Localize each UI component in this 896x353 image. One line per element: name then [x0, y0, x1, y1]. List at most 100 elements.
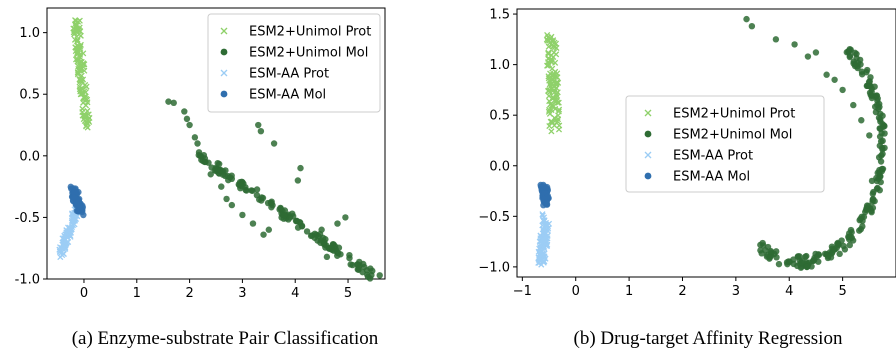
- esm-aa-prot-point: [537, 244, 544, 251]
- esm2-unimol-prot-point: [552, 73, 559, 80]
- legend-item: ESM-AA Prot: [220, 67, 329, 82]
- esm-aa-prot-point: [62, 245, 69, 252]
- esm2-unimol-mol-point: [846, 241, 853, 249]
- esm2-unimol-mol-point: [334, 220, 341, 227]
- esm-aa-prot-point: [536, 259, 543, 266]
- y-tick-label: 1.0: [489, 58, 510, 73]
- esm2-unimol-mol-point: [846, 52, 854, 60]
- esm2-unimol-mol-point: [785, 258, 792, 265]
- esm2-unimol-mol-point: [869, 204, 877, 212]
- esm2-unimol-mol-point: [815, 251, 823, 259]
- esm2-unimol-prot-point: [72, 56, 80, 63]
- esm2-unimol-prot-point: [548, 106, 555, 114]
- esm2-unimol-mol-point: [766, 254, 774, 261]
- esm2-unimol-prot-point: [546, 122, 553, 130]
- esm2-unimol-prot-point: [555, 112, 562, 119]
- esm2-unimol-mol-point: [226, 174, 234, 181]
- esm2-unimol-mol-point: [328, 245, 336, 252]
- esm2-unimol-mol-point: [772, 36, 780, 43]
- x-tick-label: 4: [785, 284, 793, 299]
- esm-aa-prot-point: [60, 239, 67, 246]
- esm2-unimol-mol-point: [850, 60, 857, 67]
- esm-aa-prot-point: [539, 211, 546, 218]
- x-tick-label: 0: [572, 284, 580, 299]
- esm2-unimol-prot-point: [548, 52, 555, 59]
- esm2-unimol-prot-point: [74, 71, 82, 78]
- esm2-unimol-prot-point: [554, 89, 561, 96]
- x-tick-label: 3: [732, 284, 740, 299]
- esm2-unimol-mol-point: [248, 187, 255, 194]
- esm2-unimol-mol-point: [791, 41, 798, 48]
- esm2-unimol-mol-point: [249, 220, 257, 227]
- x-tick-label: 5: [838, 284, 846, 299]
- esm2-unimol-prot-point: [553, 44, 560, 52]
- esm2-unimol-prot-point: [72, 27, 79, 34]
- legend-label: ESM-AA Mol: [249, 88, 326, 103]
- legend-item: ESM-AA Mol: [220, 88, 326, 103]
- esm2-unimol-prot-point: [549, 119, 556, 126]
- esm-aa-prot-point: [540, 226, 547, 233]
- esm2-unimol-mol-point: [215, 160, 223, 168]
- esm-aa-prot-point: [540, 236, 547, 243]
- esm2-unimol-prot-point: [548, 128, 555, 135]
- esm2-unimol-mol-point: [812, 49, 820, 56]
- esm2-unimol-mol-point: [824, 253, 832, 260]
- esm2-unimol-mol-point: [877, 138, 885, 145]
- esm2-unimol-mol-point: [307, 232, 315, 240]
- panel-a-scatter-points: [56, 17, 383, 282]
- x-tick-label: 5: [344, 286, 352, 301]
- esm2-unimol-mol-point: [874, 169, 881, 177]
- y-tick-label: 0.0: [19, 149, 40, 164]
- esm2-unimol-mol-point: [867, 82, 874, 90]
- esm2-unimol-mol-point: [165, 98, 172, 105]
- panel-a-legend: ESM2+Unimol Prot ESM2+Unimol Mol ESM-AA Pr…: [207, 13, 381, 113]
- esm2-unimol-mol-point: [775, 260, 783, 268]
- esm2-unimol-mol-point: [841, 246, 849, 253]
- y-tick-label: -1.0: [15, 273, 40, 288]
- esm2-unimol-mol-point: [810, 256, 818, 264]
- esm2-unimol-mol-point: [773, 254, 780, 261]
- esm2-unimol-mol-point: [804, 53, 812, 60]
- esm2-unimol-prot-point: [551, 122, 558, 129]
- esm2-unimol-mol-point: [828, 243, 836, 250]
- x-tick-label: 3: [238, 286, 246, 301]
- y-tick-label: 0.5: [489, 109, 510, 124]
- esm2-unimol-mol-point: [347, 261, 354, 268]
- esm2-unimol-mol-point: [863, 202, 871, 209]
- y-tick-label: −1.0: [478, 260, 510, 275]
- panel-a-chart: 0 1 2 3 4 5 1.0 0.5 0.0 -0.5 -1.0 ESM2+Unimol Prot…: [15, 7, 386, 349]
- esm2-unimol-mol-point: [759, 239, 766, 247]
- esm-aa-mol-point: [76, 202, 84, 210]
- esm2-unimol-mol-point: [191, 134, 199, 141]
- esm2-unimol-mol-point: [181, 108, 188, 115]
- esm2-unimol-mol-point: [183, 115, 191, 123]
- esm2-unimol-prot-point: [75, 65, 82, 73]
- esm2-unimol-mol-point: [207, 171, 214, 178]
- esm2-unimol-mol-point: [354, 261, 361, 268]
- esm2-unimol-mol-point: [859, 223, 866, 230]
- esm2-unimol-mol-point: [835, 240, 842, 248]
- legend-item: ESM2+Unimol Prot: [644, 107, 795, 122]
- esm-aa-prot-point: [540, 228, 547, 235]
- esm-aa-mol-point: [541, 195, 548, 203]
- esm2-unimol-mol-point: [836, 250, 843, 258]
- esm2-unimol-mol-point: [289, 210, 296, 217]
- esm2-unimol-mol-point: [260, 231, 267, 238]
- y-tick-label: 1.0: [19, 26, 40, 41]
- legend-label: ESM2+Unimol Mol: [249, 46, 368, 61]
- x-tick-label: 4: [291, 286, 299, 301]
- esm2-unimol-prot-point: [547, 101, 554, 108]
- legend-label: ESM2+Unimol Prot: [249, 25, 371, 40]
- esm2-unimol-mol-point: [270, 140, 278, 147]
- esm-aa-mol-point: [542, 184, 549, 191]
- esm2-unimol-mol-point: [878, 152, 885, 159]
- esm2-unimol-prot-point: [72, 44, 79, 51]
- esm2-unimol-mol-point: [277, 205, 284, 212]
- esm2-unimol-prot-point: [80, 60, 87, 67]
- esm2-unimol-prot-point: [545, 59, 552, 66]
- legend-label: ESM2+Unimol Prot: [673, 107, 795, 122]
- panel-b-legend: ESM2+Unimol Prot ESM2+Unimol Mol ESM-AA Pr…: [625, 95, 825, 193]
- esm2-unimol-prot-point: [545, 73, 552, 80]
- esm2-unimol-mol-point: [764, 243, 772, 251]
